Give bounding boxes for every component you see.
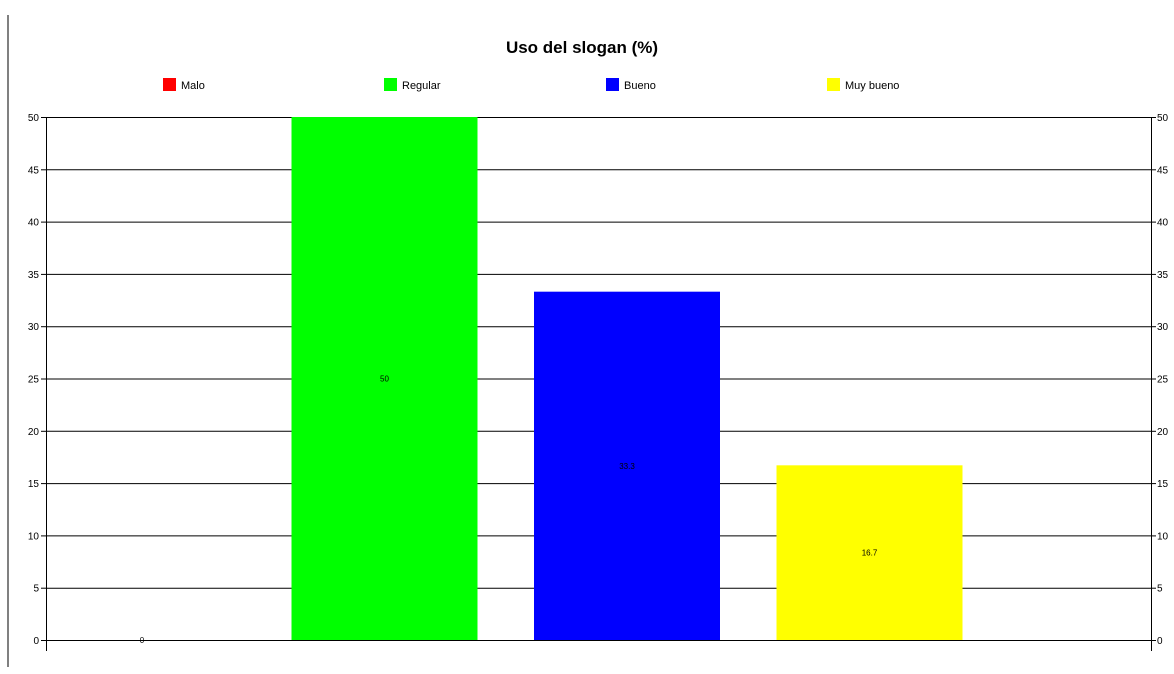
- legend-label-muy-bueno: Muy bueno: [845, 80, 899, 92]
- axes: [46, 117, 1152, 651]
- bar-regular: [291, 117, 478, 640]
- bar-bueno: [534, 291, 720, 640]
- left-tick-label-35: 35: [28, 270, 40, 281]
- legend-swatch-malo: [163, 78, 176, 91]
- left-tick-label-5: 5: [33, 584, 39, 595]
- left-tick-label-45: 45: [28, 165, 40, 176]
- right-tick-label-15: 15: [1157, 479, 1169, 490]
- right-y-axis-ticks: 0 5 10 15 20 25 30 35 40 45 50: [1151, 113, 1169, 647]
- legend-label-bueno: Bueno: [624, 80, 656, 92]
- data-label-bueno: 33.3: [619, 462, 635, 471]
- left-tick-label-50: 50: [28, 113, 40, 124]
- right-tick-label-0: 0: [1157, 636, 1163, 647]
- left-tick-label-0: 0: [33, 636, 39, 647]
- chart-title: Uso del slogan (%): [506, 38, 658, 57]
- legend-label-regular: Regular: [402, 80, 441, 92]
- legend-label-malo: Malo: [181, 80, 205, 92]
- right-tick-label-25: 25: [1157, 375, 1169, 386]
- left-tick-label-25: 25: [28, 375, 40, 386]
- right-tick-label-20: 20: [1157, 427, 1169, 438]
- right-tick-label-45: 45: [1157, 165, 1169, 176]
- legend: Malo Regular Bueno Muy bueno: [163, 78, 899, 92]
- bars: [291, 117, 963, 640]
- data-label-regular: 50: [380, 375, 389, 384]
- left-tick-label-20: 20: [28, 427, 40, 438]
- right-tick-label-50: 50: [1157, 113, 1169, 124]
- right-tick-label-30: 30: [1157, 322, 1169, 333]
- right-tick-label-40: 40: [1157, 218, 1169, 229]
- right-tick-label-10: 10: [1157, 531, 1169, 542]
- legend-swatch-muy-bueno: [827, 78, 840, 91]
- bar-muy-bueno: [776, 465, 963, 640]
- data-label-muy-bueno: 16.7: [862, 549, 878, 558]
- data-labels: 0 50 33.3 16.7: [140, 375, 878, 646]
- left-tick-label-15: 15: [28, 479, 40, 490]
- legend-swatch-regular: [384, 78, 397, 91]
- left-y-axis-ticks: 0 5 10 15 20 25 30 35 40 45 50: [28, 113, 46, 647]
- left-tick-label-40: 40: [28, 218, 40, 229]
- left-tick-label-30: 30: [28, 322, 40, 333]
- right-tick-label-35: 35: [1157, 270, 1169, 281]
- left-tick-label-10: 10: [28, 531, 40, 542]
- right-tick-label-5: 5: [1157, 584, 1163, 595]
- data-label-malo: 0: [140, 636, 145, 645]
- legend-swatch-bueno: [606, 78, 619, 91]
